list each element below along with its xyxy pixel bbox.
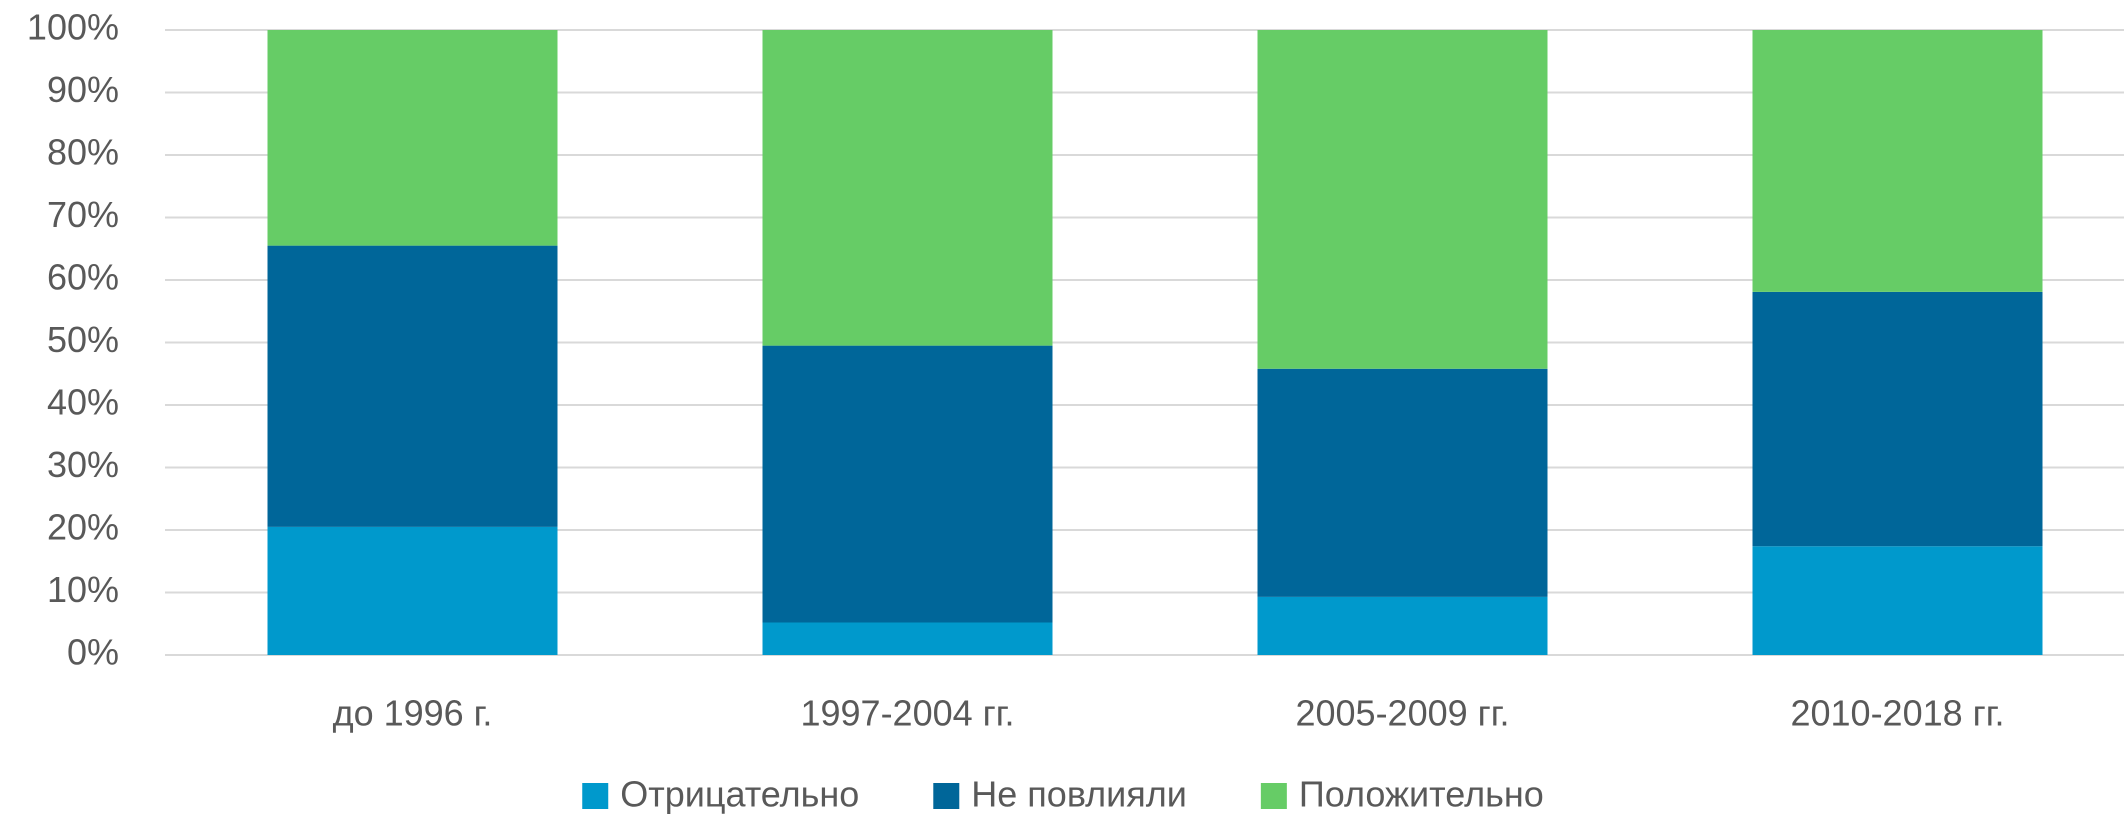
legend-label: Положительно — [1299, 774, 1544, 815]
x-tick-label: до 1996 г. — [333, 693, 493, 734]
bar-segment — [1752, 546, 2043, 655]
bar-segment — [267, 245, 558, 527]
legend-label: Отрицательно — [620, 774, 859, 815]
bar-segment — [1257, 596, 1548, 655]
bar-segment — [1257, 30, 1548, 369]
y-tick-label: 60% — [47, 257, 119, 298]
bar-segment — [762, 30, 1053, 346]
y-tick-label: 70% — [47, 194, 119, 235]
bar-segment — [762, 622, 1053, 655]
x-tick-label: 2010-2018 гг. — [1790, 693, 2004, 734]
legend-swatch — [1260, 783, 1287, 809]
y-tick-label: 50% — [47, 319, 119, 360]
x-tick-label: 2005-2009 гг. — [1295, 693, 1509, 734]
legend-swatch — [933, 783, 960, 809]
y-tick-label: 80% — [47, 132, 119, 173]
y-tick-label: 0% — [67, 632, 119, 673]
bar-segment — [1752, 291, 2043, 547]
bar-segment — [267, 526, 558, 655]
y-tick-label: 30% — [47, 444, 119, 485]
bar-segment — [1257, 368, 1548, 597]
x-tick-label: 1997-2004 гг. — [800, 693, 1014, 734]
y-tick-label: 40% — [47, 382, 119, 423]
bar-segment — [762, 345, 1053, 623]
bar-segment — [1752, 30, 2043, 292]
y-tick-label: 20% — [47, 507, 119, 548]
legend-swatch — [582, 783, 609, 809]
bar-segment — [267, 30, 558, 246]
y-tick-label: 90% — [47, 69, 119, 110]
legend-label: Не повлияли — [971, 774, 1187, 815]
y-tick-label: 100% — [27, 7, 119, 48]
y-tick-label: 10% — [47, 569, 119, 610]
